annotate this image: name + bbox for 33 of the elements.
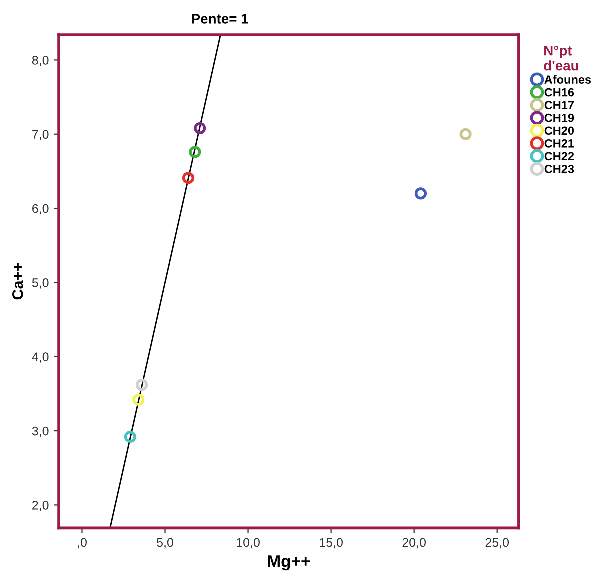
point [460,128,472,140]
legend-label: Afounes [544,75,592,84]
x-tick-label: 10,0 [237,538,260,549]
x-tick-label: 15,0 [320,538,343,549]
point [189,146,202,158]
x-tick-label: 20,0 [402,538,426,549]
y-tick-label: 6,0 [32,204,49,215]
legend-title: N°pt d'eau [544,46,578,71]
annotation: Pente= 1 [192,14,248,24]
x-tick-label: 25,0 [486,538,510,549]
y-tick-label: 4,0 [32,352,49,363]
legend-label: CH20 [544,126,574,136]
x-tick-label: 5,0 [157,538,174,549]
point [182,172,195,184]
point [124,430,136,444]
point [414,188,428,200]
legend-label: CH16 [544,88,574,97]
x-axis-title: Mg++ [268,556,310,571]
y-tick-label: 7,0 [32,130,49,140]
y-axis-title: Ca++ [12,264,24,300]
point [194,122,206,134]
y-tick-label: 5,0 [32,278,49,289]
y-tick-label: 8,0 [32,56,49,66]
legend-label: CH19 [544,114,574,122]
legend-label: CH23 [544,165,574,174]
x-tick-label: ,0 [78,538,87,549]
y-tick-label: 2,0 [32,501,49,512]
legend-label: CH17 [544,101,574,110]
legend-label: CH22 [544,152,574,161]
point [132,394,145,406]
legend-label: CH21 [544,139,574,148]
point [136,379,148,392]
y-tick-label: 3,0 [32,426,49,438]
